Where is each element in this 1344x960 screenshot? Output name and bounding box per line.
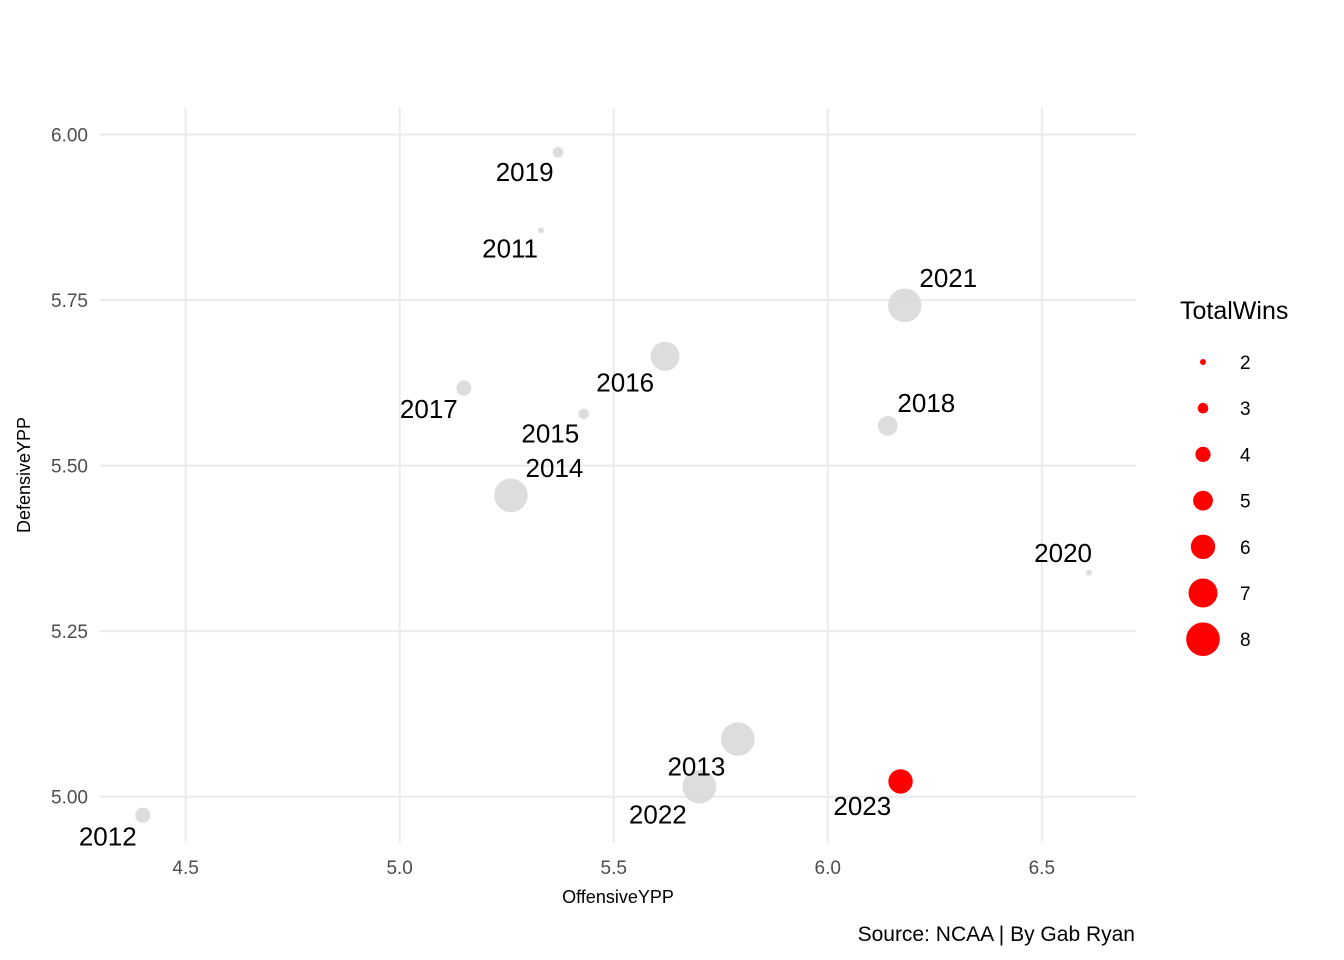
grid-lines [100,108,1136,843]
point-label: 2020 [1034,538,1092,568]
legend-key [1200,359,1206,365]
legend-key [1197,402,1209,414]
point-label: 2019 [496,157,554,187]
x-axis-title: OffensiveYPP [562,887,674,907]
y-tick-label: 5.50 [51,457,88,478]
legend-key [1193,490,1213,511]
data-point [552,147,564,158]
point-label: 2022 [629,799,687,829]
legend-key [1190,534,1216,559]
data-point [682,769,717,804]
legend-label: 8 [1240,630,1251,651]
point-label: 2021 [919,263,977,293]
y-axis-ticks: 5.00 5.25 5.50 5.75 6.00 [51,125,88,808]
legend-label: 7 [1240,584,1251,605]
legend-key [1186,622,1220,656]
legend-label: 6 [1240,538,1251,559]
data-point [877,415,898,436]
y-tick-label: 5.75 [51,291,88,312]
caption: Source: NCAA | By Gab Ryan [858,923,1135,946]
point-label: 2013 [667,752,725,782]
legend-title: TotalWins [1180,297,1288,325]
point-label: 2012 [79,821,137,851]
data-points [135,147,1092,823]
legend-label: 4 [1240,445,1251,466]
legend-key [1195,446,1211,462]
legend-label: 3 [1240,399,1251,420]
x-tick-label: 5.0 [386,858,412,879]
legend-key [1188,578,1218,608]
y-tick-label: 6.00 [51,125,88,146]
x-tick-label: 5.5 [601,858,627,879]
data-point [650,341,680,371]
point-label: 2023 [833,791,891,821]
point-labels: 2011 2012 2013 2014 2015 2016 2017 2018 2019 2020… [79,157,1092,851]
legend-entries: 2 3 4 5 6 7 8 [1186,353,1251,656]
data-point [494,478,528,513]
x-tick-label: 6.5 [1029,858,1055,879]
point-label: 2015 [521,418,579,448]
legend-label: 2 [1240,353,1251,374]
x-tick-label: 4.5 [172,858,198,879]
y-axis-title: DefensiveYPP [14,417,34,533]
x-tick-label: 6.0 [815,858,841,879]
point-label: 2017 [400,394,458,424]
y-tick-label: 5.25 [51,622,88,643]
point-label: 2014 [526,453,584,483]
data-point [888,288,922,323]
data-point [537,227,544,234]
data-point [456,380,472,396]
legend-label: 5 [1240,492,1251,513]
data-point [1085,569,1092,576]
point-label: 2018 [897,388,955,418]
legend: TotalWins 2 3 4 5 6 7 8 [1180,297,1288,656]
data-point [135,807,151,823]
data-point [721,722,755,756]
point-label: 2011 [482,233,538,263]
point-label: 2016 [596,367,654,397]
data-point [578,408,590,420]
x-axis-ticks: 4.5 5.0 5.5 6.0 6.5 [172,858,1055,879]
data-point [888,769,913,794]
y-tick-label: 5.00 [51,788,88,809]
